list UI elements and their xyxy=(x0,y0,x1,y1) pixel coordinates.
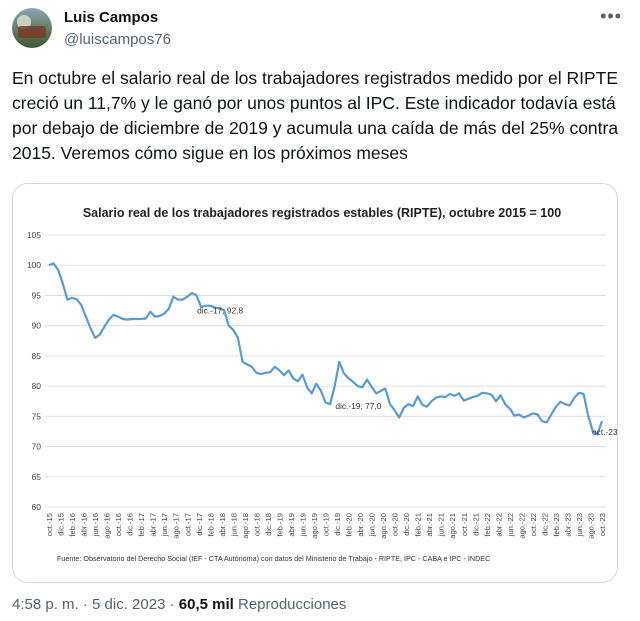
x-tick-label: feb.-19 xyxy=(275,513,284,537)
x-tick-label: abr.-17 xyxy=(149,513,158,537)
x-tick-label: jun.-17 xyxy=(160,513,169,537)
x-tick-label: oct.-20 xyxy=(391,513,400,536)
x-tick-label: oct.-21 xyxy=(460,513,469,536)
chart-title: Salario real de los trabajadores registr… xyxy=(83,206,561,220)
x-tick-label: feb.-18 xyxy=(206,513,215,537)
x-tick-label: dic.-17 xyxy=(195,513,204,536)
x-tick-label: jun.-16 xyxy=(91,513,100,537)
y-tick-label: 90 xyxy=(32,321,42,331)
series-line xyxy=(48,262,604,436)
data-annotation: oct.-23; 74,2 xyxy=(592,427,617,437)
line-chart: Salario real de los trabajadores registr… xyxy=(13,184,617,582)
x-tick-label: abr.-16 xyxy=(80,513,89,537)
x-tick-label: dic.-22 xyxy=(540,513,549,536)
x-tick-label: dic.-21 xyxy=(471,513,480,536)
x-tick-label: abr.-19 xyxy=(287,513,296,537)
x-tick-label: feb.-20 xyxy=(345,513,354,537)
x-tick-label: abr.-21 xyxy=(425,513,434,537)
x-tick-label: jun.-20 xyxy=(368,513,377,537)
x-tick-label: oct.-16 xyxy=(114,513,123,536)
x-tick-label: ago.-21 xyxy=(448,513,457,539)
y-tick-label: 70 xyxy=(32,442,42,452)
x-tick-label: feb.-22 xyxy=(483,513,492,537)
x-tick-label: feb.-21 xyxy=(414,513,423,537)
tweet-timestamp[interactable]: 4:58 p. m. · 5 dic. 2023 · xyxy=(12,596,179,613)
y-tick-label: 60 xyxy=(32,502,42,512)
x-tick-label: dic.-20 xyxy=(402,513,411,536)
x-tick-label: oct.-15 xyxy=(45,513,54,536)
y-tick-label: 80 xyxy=(32,381,42,391)
tweet-text: En octubre el salario real de los trabaj… xyxy=(12,68,619,163)
x-tick-label: ago.-18 xyxy=(241,513,250,539)
x-tick-label: abr.-23 xyxy=(563,513,572,537)
avatar[interactable] xyxy=(12,8,52,48)
x-tick-label: oct.-23 xyxy=(598,513,607,536)
data-annotation: dic.-19; 77,0 xyxy=(335,401,381,411)
views-label: Reproducciones xyxy=(233,596,347,613)
y-tick-label: 100 xyxy=(27,260,41,270)
x-tick-label: dic.-19 xyxy=(333,513,342,536)
y-tick-label: 75 xyxy=(32,411,42,421)
x-tick-label: jun.-22 xyxy=(506,513,515,537)
x-tick-label: jun.-23 xyxy=(575,513,584,537)
x-tick-label: ago.-17 xyxy=(172,513,181,539)
author-name[interactable]: Luis Campos xyxy=(64,9,159,26)
y-tick-label: 95 xyxy=(32,290,42,300)
more-horizontal-icon[interactable]: ••• xyxy=(600,6,622,26)
x-tick-label: dic.-15 xyxy=(57,513,66,536)
x-tick-label: oct.-17 xyxy=(183,513,192,536)
x-tick-label: jun.-19 xyxy=(298,513,307,537)
x-tick-label: abr.-20 xyxy=(356,513,365,537)
data-annotation: dic.-17; 92,8 xyxy=(197,306,243,316)
x-tick-label: ago.-16 xyxy=(103,513,112,539)
x-tick-label: ago.-23 xyxy=(586,513,595,539)
tweet-footer: 4:58 p. m. · 5 dic. 2023 · 60,5 mil Repr… xyxy=(12,596,346,613)
x-tick-label: feb.-23 xyxy=(552,513,561,537)
chart-source: Fuente: Observatorio del Derecho Social … xyxy=(57,554,490,563)
x-tick-label: ago.-20 xyxy=(379,513,388,539)
x-tick-label: dic.-16 xyxy=(126,513,135,536)
y-tick-label: 65 xyxy=(32,472,42,482)
views-count: 60,5 mil xyxy=(178,596,234,613)
x-tick-label: feb.-17 xyxy=(137,513,146,537)
x-tick-label: abr.-22 xyxy=(494,513,503,537)
x-tick-label: oct.-19 xyxy=(322,513,331,536)
x-tick-label: oct.-18 xyxy=(252,513,261,536)
y-tick-label: 85 xyxy=(32,351,42,361)
x-tick-label: feb.-16 xyxy=(68,513,77,537)
x-tick-label: ago.-19 xyxy=(310,513,319,539)
author-handle[interactable]: @luiscampos76 xyxy=(64,31,171,48)
x-tick-label: oct.-22 xyxy=(529,513,538,536)
tweet-media-chart[interactable]: Salario real de los trabajadores registr… xyxy=(12,183,618,583)
x-tick-label: ago.-22 xyxy=(517,513,526,539)
x-tick-label: abr.-18 xyxy=(218,513,227,537)
x-tick-label: jun.-18 xyxy=(229,513,238,537)
x-tick-label: jun.-21 xyxy=(437,513,446,537)
y-tick-label: 105 xyxy=(27,230,41,240)
x-tick-label: dic.-18 xyxy=(264,513,273,536)
